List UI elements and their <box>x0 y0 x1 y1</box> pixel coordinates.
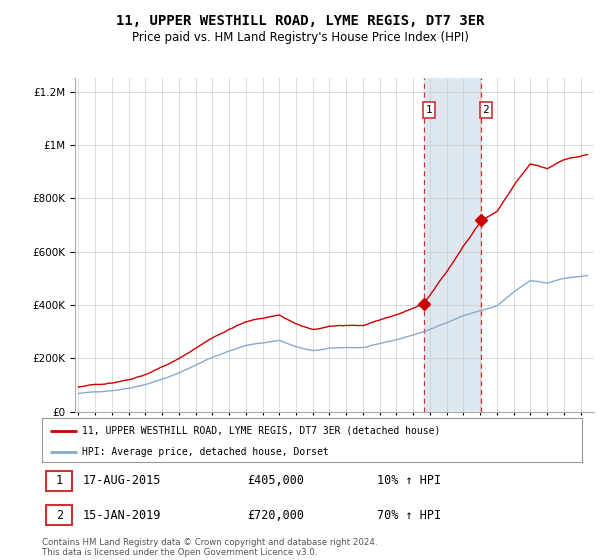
Text: 2: 2 <box>482 105 489 115</box>
Text: 11, UPPER WESTHILL ROAD, LYME REGIS, DT7 3ER (detached house): 11, UPPER WESTHILL ROAD, LYME REGIS, DT7… <box>83 426 441 436</box>
Text: 11, UPPER WESTHILL ROAD, LYME REGIS, DT7 3ER: 11, UPPER WESTHILL ROAD, LYME REGIS, DT7… <box>116 14 484 28</box>
Text: 2: 2 <box>56 508 63 521</box>
Bar <box>424 78 481 412</box>
Text: Price paid vs. HM Land Registry's House Price Index (HPI): Price paid vs. HM Land Registry's House … <box>131 31 469 44</box>
Bar <box>46 470 72 491</box>
Text: 15-JAN-2019: 15-JAN-2019 <box>83 508 161 521</box>
Text: 1: 1 <box>425 105 432 115</box>
Text: 70% ↑ HPI: 70% ↑ HPI <box>377 508 441 521</box>
Text: 10% ↑ HPI: 10% ↑ HPI <box>377 474 441 487</box>
Text: £720,000: £720,000 <box>247 508 304 521</box>
Text: £405,000: £405,000 <box>247 474 304 487</box>
Text: Contains HM Land Registry data © Crown copyright and database right 2024.
This d: Contains HM Land Registry data © Crown c… <box>42 538 377 557</box>
Text: 17-AUG-2015: 17-AUG-2015 <box>83 474 161 487</box>
Bar <box>46 505 72 525</box>
Text: HPI: Average price, detached house, Dorset: HPI: Average price, detached house, Dors… <box>83 447 329 458</box>
Text: 1: 1 <box>56 474 63 487</box>
